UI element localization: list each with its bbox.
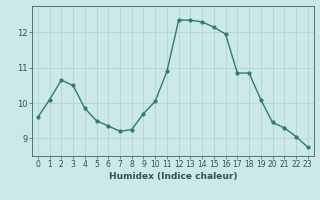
X-axis label: Humidex (Indice chaleur): Humidex (Indice chaleur) (108, 172, 237, 181)
